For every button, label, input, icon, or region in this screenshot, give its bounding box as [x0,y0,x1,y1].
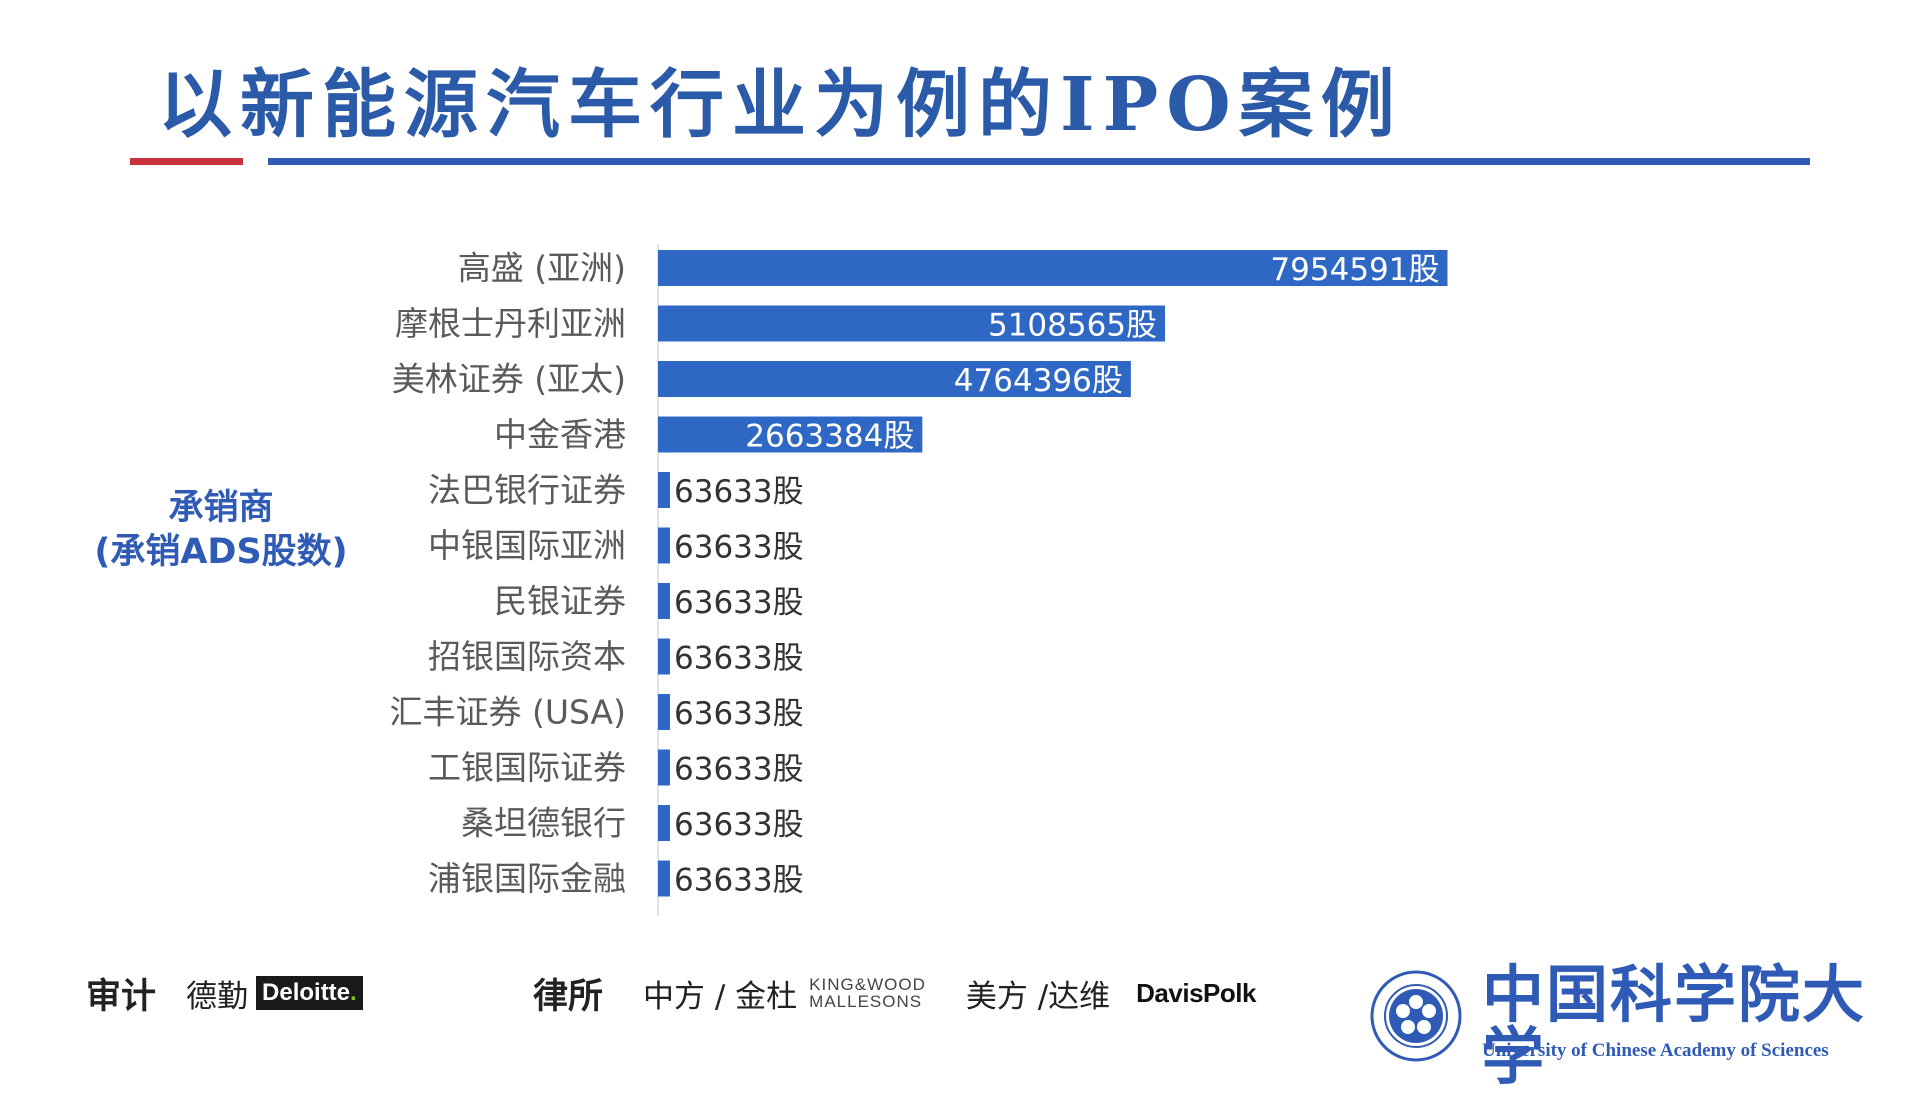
value-label: 63633股 [674,696,804,732]
value-label: 63633股 [674,752,804,788]
category-label: 美林证券 (亚太) [392,360,626,399]
category-label: 摩根士丹利亚洲 [395,304,626,343]
side-label-line2: (承销ADS股数) [94,532,348,572]
value-label: 63633股 [674,585,804,621]
law-section: 律所 中方 / 金杜 KING&WOOD MALLESONS 美方 /达维 Da… [533,968,1256,1018]
value-label: 63633股 [674,474,804,510]
deloitte-logo: Deloitte. [256,976,363,1010]
category-label: 浦银国际金融 [428,859,626,898]
value-label: 7954591股 [1270,252,1439,288]
category-label: 中银国际亚洲 [428,526,626,565]
bar [658,361,1131,397]
university-name-en: University of Chinese Academy of Science… [1482,1040,1829,1061]
value-label: 63633股 [674,530,804,566]
value-label: 63633股 [674,807,804,843]
bar [658,805,670,841]
bar [658,749,670,786]
law-heading: 律所 [533,976,604,1017]
bar [658,416,923,453]
deloitte-logo-text: Deloitte [262,979,351,1006]
value-label: 63633股 [674,641,804,677]
audit-section: 审计 德勤 Deloitte. [86,968,363,1018]
ucas-seal-icon [1370,970,1462,1062]
bar [658,860,670,897]
bar [658,472,670,508]
category-label: 招银国际资本 [428,637,626,676]
value-label: 63633股 [674,863,804,899]
bar [658,638,670,675]
title-underline-blue [268,158,1810,165]
king-wood-mallesons-logo: KING&WOOD MALLESONS [809,976,926,1010]
kwm-logo-line1: KING&WOOD [809,975,926,994]
title-underline-red [130,158,243,165]
bar [658,694,670,730]
university-logo: 中国科学院大学 University of Chinese Academy of… [1370,962,1870,1088]
davis-polk-logo: DavisPolk [1136,977,1256,1008]
category-label: 法巴银行证券 [428,471,626,510]
value-label: 5108565股 [988,308,1157,344]
category-label: 汇丰证券 (USA) [389,693,626,732]
bar [658,305,1166,342]
audit-heading: 审计 [86,976,157,1017]
category-label: 中金香港 [494,415,626,454]
side-label-line1: 承销商 [168,488,274,528]
chart-side-label: 承销商 (承销ADS股数) [86,486,356,574]
bar [658,583,670,619]
page-title: 以新能源汽车行业为例的IPO案例 [158,62,1403,148]
law-firm-us: 美方 /达维 [965,978,1111,1015]
audit-firm: 德勤 [186,978,249,1015]
category-label: 工银国际证券 [428,748,626,787]
value-label: 4764396股 [954,363,1123,399]
category-label: 民银证券 [494,582,626,621]
bar [658,250,1448,286]
category-label: 高盛 (亚洲) [458,249,626,288]
value-label: 2663384股 [745,419,914,455]
kwm-logo-line2: MALLESONS [809,992,923,1011]
bar [658,527,670,564]
category-label: 桑坦德银行 [461,804,626,843]
university-name-cn: 中国科学院大学 [1482,958,1867,1093]
law-firm-cn: 中方 / 金杜 [643,978,798,1015]
